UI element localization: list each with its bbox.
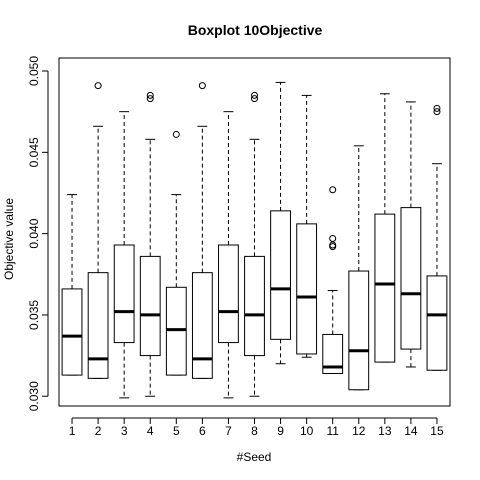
outlier-point xyxy=(433,108,441,116)
outlier-point xyxy=(251,95,258,103)
box-group xyxy=(322,186,344,374)
box-group xyxy=(113,111,135,399)
x-tick-label: 4 xyxy=(147,424,154,438)
outlier-point xyxy=(146,91,154,99)
chart-title: Boxplot 10Objective xyxy=(188,22,323,38)
x-tick-label: 3 xyxy=(121,424,128,438)
outlier-point xyxy=(433,104,441,112)
box-group xyxy=(61,194,83,376)
outlier-point xyxy=(94,82,102,90)
box-iqr xyxy=(426,275,448,371)
x-tick-label: 5 xyxy=(173,424,180,438)
y-axis-label: Objective value xyxy=(2,198,16,280)
box-group xyxy=(270,81,291,365)
box-iqr xyxy=(374,213,396,363)
y-tick-label: 0.040 xyxy=(27,218,41,248)
outlier-point xyxy=(172,130,180,138)
box-iqr xyxy=(244,255,265,357)
outlier-point xyxy=(146,95,154,103)
x-tick-label: 10 xyxy=(300,424,314,438)
box-group xyxy=(374,93,396,363)
box-iqr xyxy=(113,244,135,344)
x-tick-label: 8 xyxy=(251,424,258,438)
box-iqr xyxy=(87,272,109,379)
x-tick-label: 11 xyxy=(326,424,339,438)
y-tick-label: 0.045 xyxy=(27,137,41,167)
x-axis-label: #Seed xyxy=(237,450,272,464)
box-group xyxy=(218,111,239,399)
box-group xyxy=(296,94,318,358)
plot-frame xyxy=(58,57,451,407)
box-iqr xyxy=(348,270,370,391)
box-group xyxy=(165,130,187,376)
box-iqr xyxy=(61,288,83,376)
box-group xyxy=(426,104,448,371)
box-group xyxy=(139,91,161,397)
box-group xyxy=(87,82,109,379)
box-group xyxy=(348,145,370,391)
box-series xyxy=(61,81,448,399)
box-iqr xyxy=(322,333,344,374)
box-group xyxy=(244,91,265,397)
outlier-point xyxy=(329,235,337,243)
outlier-point xyxy=(329,186,337,194)
outlier-point xyxy=(251,91,258,99)
x-tick-label: 13 xyxy=(378,424,392,438)
box-iqr xyxy=(165,286,187,376)
x-tick-label: 2 xyxy=(95,424,102,438)
box-group xyxy=(191,82,213,379)
x-axis: 1 2 3 4 5 6 7 8 9 10 11 12 13 14 15 xyxy=(69,417,444,438)
y-tick-label: 0.030 xyxy=(27,381,41,411)
y-tick-label: 0.035 xyxy=(27,300,41,330)
box-iqr xyxy=(139,255,161,357)
box-iqr xyxy=(296,223,318,355)
x-tick-label: 12 xyxy=(352,424,366,438)
x-tick-label: 9 xyxy=(277,424,284,438)
box-iqr xyxy=(218,244,239,344)
outlier-point xyxy=(198,82,206,90)
y-tick-label: 0.050 xyxy=(27,56,41,86)
x-tick-label: 6 xyxy=(199,424,206,438)
box-iqr xyxy=(270,210,291,340)
outlier-point xyxy=(329,241,337,249)
x-tick-label: 14 xyxy=(404,424,418,438)
box-group xyxy=(400,101,422,368)
y-axis: 0.030 0.035 0.040 0.045 0.050 xyxy=(27,56,49,411)
x-tick-label: 1 xyxy=(69,424,76,438)
x-tick-label: 15 xyxy=(430,424,444,438)
x-tick-label: 7 xyxy=(225,424,232,438)
box-iqr xyxy=(191,272,213,379)
box-iqr xyxy=(400,207,422,350)
